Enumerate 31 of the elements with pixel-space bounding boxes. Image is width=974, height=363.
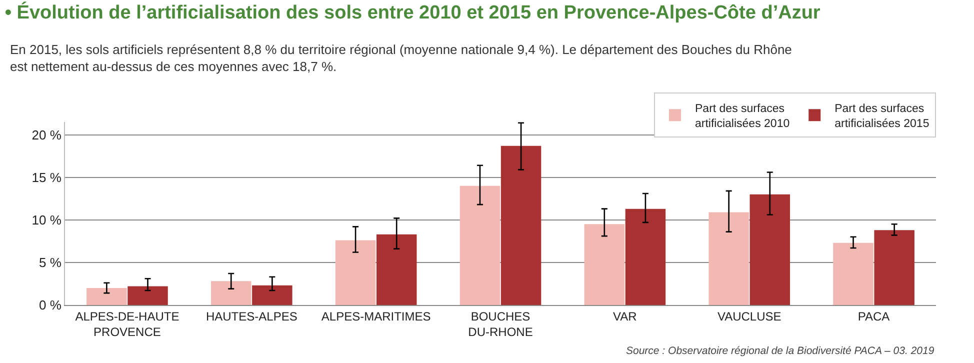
bar (252, 285, 292, 305)
bar (833, 242, 874, 305)
bar (86, 288, 127, 305)
legend-label: Part des surfaces artificialisées 2015 (834, 103, 930, 130)
x-tick-label: PACA (858, 309, 890, 324)
y-tick-label: 0 % (38, 298, 62, 313)
y-tick-label: 20 % (32, 127, 62, 142)
chart-title: • Évolution de l’artificialisation des sols entre 2010 et 2015 en Provence-Alpes-Côte d’Azur (4, 2, 821, 24)
legend-label: Part des surfaces artificialisées 2010 (695, 103, 790, 130)
bar (376, 234, 417, 305)
x-tick-label: VAR (613, 309, 638, 324)
chart-subtitle: En 2015, les sols artificiels représentent 8,8 % du territoire régional (moyenne nationale 9,4 %). Le département des Bouches du Rhône est nettement au-dessus de ces moyennes avec 18,7 %. (10, 42, 792, 74)
x-tick-label: HAUTES-ALPES (206, 309, 298, 324)
bar (210, 281, 252, 305)
bar (584, 224, 625, 305)
bar (335, 240, 376, 305)
bar (750, 194, 790, 305)
x-tick-label: ALPES-DE-HAUTE PROVENCE (75, 309, 180, 339)
bar (874, 230, 914, 305)
bar (625, 208, 666, 305)
y-tick-label: 10 % (32, 212, 62, 228)
source-note: Source : Observatoire régional de la Biodiversité PACA – 03. 2019 (626, 345, 934, 357)
x-tick-label: VAUCLUSE (717, 309, 782, 324)
y-tick-label: 5 % (38, 254, 62, 270)
x-tick-label: ALPES-MARITIMES (321, 309, 431, 324)
x-tick-label: BOUCHES DU-RHONE (468, 309, 533, 339)
bar (128, 286, 168, 305)
y-tick-label: 15 % (32, 170, 62, 185)
bar (500, 146, 542, 305)
bar (708, 212, 749, 305)
bar (460, 186, 500, 305)
